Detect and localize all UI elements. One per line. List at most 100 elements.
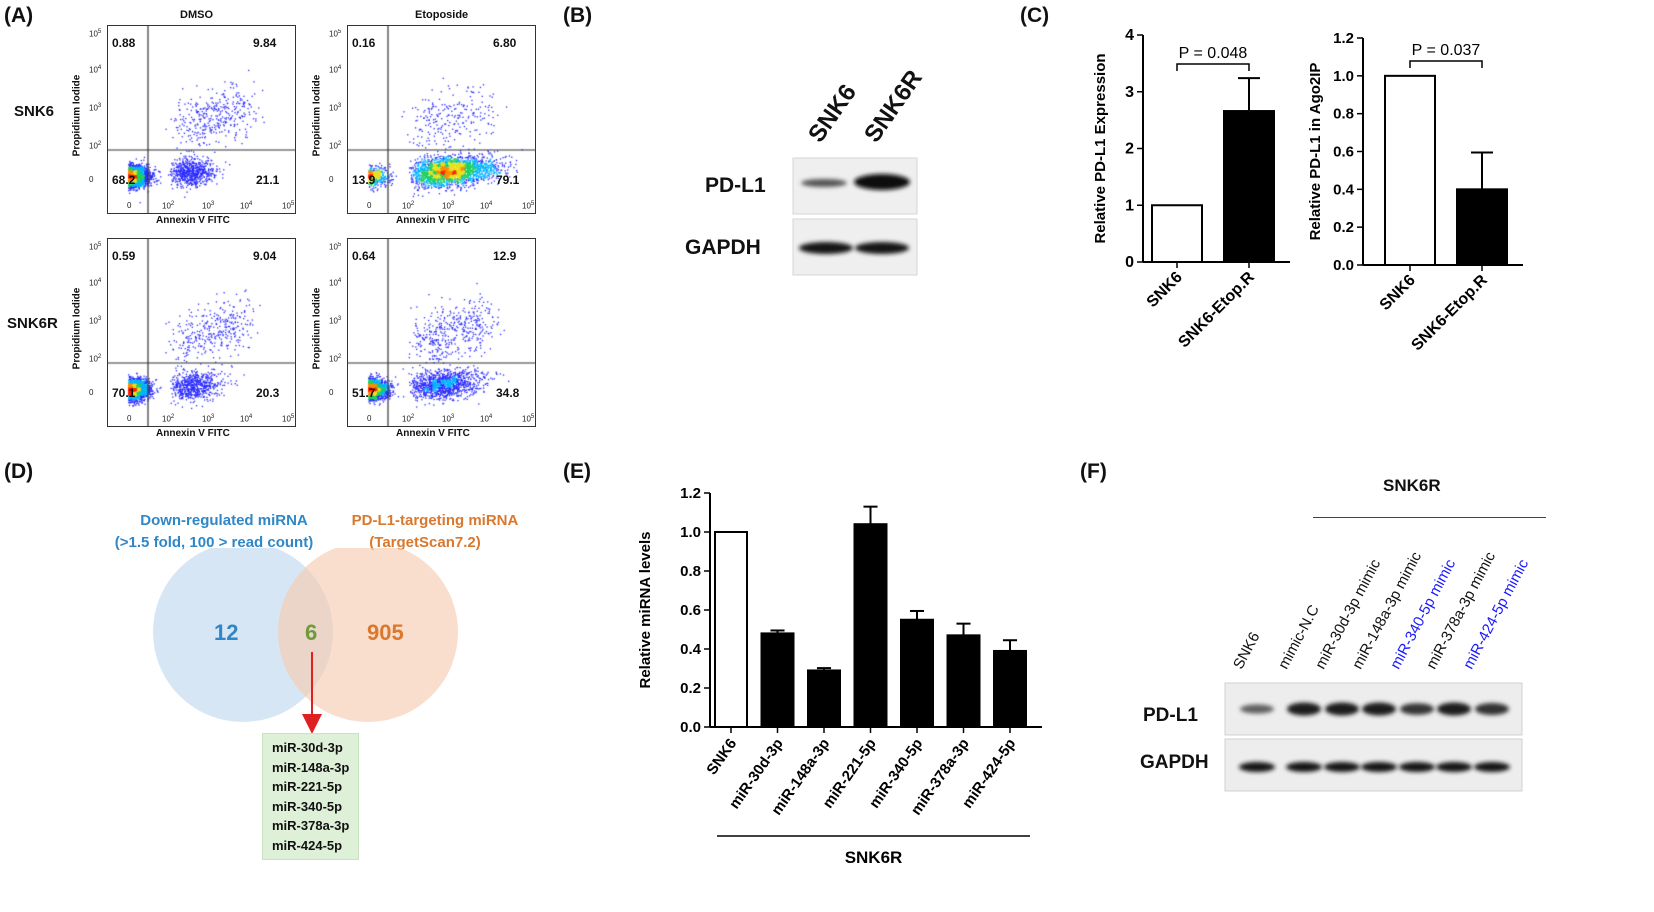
flow-x-axis-label: Annexin V FITC bbox=[396, 215, 470, 226]
x-tick-label: SNK6 bbox=[1377, 272, 1419, 314]
venn-left-subtitle: (>1.5 fold, 100 > read count) bbox=[114, 534, 314, 551]
blot-b-band-gapdh-snk6 bbox=[799, 242, 853, 254]
venn-circles bbox=[153, 548, 458, 734]
group-label: SNK6R bbox=[845, 848, 903, 867]
panel-label-c: (C) bbox=[1020, 4, 1050, 27]
flow-x-tick: 104 bbox=[240, 414, 253, 424]
bar-mir-378a-3p bbox=[946, 634, 981, 729]
y-axis-label: Relative PD-L1 Expression bbox=[1092, 53, 1109, 243]
quadrant-value-ll: 70.1 bbox=[112, 386, 136, 400]
venn-right-count: 905 bbox=[367, 620, 404, 645]
y-tick-label: 1.0 bbox=[1333, 68, 1354, 85]
y-tick-label: 0.2 bbox=[680, 680, 701, 697]
flow-x-tick: 105 bbox=[522, 201, 535, 211]
venn-mirna-item: miR-30d-3p bbox=[272, 740, 343, 755]
quadrant-value-ul: 0.88 bbox=[112, 36, 136, 50]
flow-x-tick: 103 bbox=[202, 414, 215, 424]
venn-mirna-item: miR-424-5p bbox=[272, 837, 343, 853]
y-tick-label: 1.0 bbox=[680, 524, 701, 541]
flow-x-tick: 102 bbox=[162, 201, 175, 211]
panel-label-a: (A) bbox=[4, 4, 34, 27]
flow-x-tick: 0 bbox=[367, 201, 372, 210]
blot-f-band-gapdh bbox=[1239, 762, 1275, 772]
flow-y-tick: 104 bbox=[89, 65, 102, 75]
blot-f-membrane bbox=[1224, 682, 1523, 792]
quadrant-value-ll: 51.7 bbox=[352, 386, 376, 400]
flow-y-tick: 103 bbox=[89, 103, 102, 113]
venn-left-title: Down-regulated miRNA bbox=[140, 512, 308, 529]
bar-chart-pdl1-expression: 0 1 2 3 4 Relative PD-L1 Expression SNK6SNK6-E… bbox=[1092, 27, 1290, 351]
flow-x-tick: 104 bbox=[480, 414, 493, 424]
bar-mir-221-5p bbox=[853, 523, 888, 729]
bar-mir-424-5p bbox=[993, 649, 1027, 728]
bar-snk6 bbox=[1384, 74, 1436, 267]
blot-f-band-gapdh bbox=[1361, 762, 1397, 772]
y-tick-label: 0.8 bbox=[680, 563, 701, 580]
flow-density-scatter bbox=[108, 26, 295, 213]
blot-lane-snk6r: SNK6R bbox=[859, 65, 928, 148]
y-tick-label: 0.6 bbox=[680, 602, 701, 619]
flow-y-axis-label: Propidium Iodide bbox=[311, 74, 323, 157]
bar-chart-pdl1-ago2ip: 0.0 0.2 0.4 0.6 0.8 1.0 1.2 Relative PD-L1 in A… bbox=[1307, 30, 1523, 354]
venn-mirna-item: miR-378a-3p bbox=[272, 818, 350, 833]
blot-row-gapdh: GAPDH bbox=[685, 236, 761, 259]
bar-mir-340-5p bbox=[900, 618, 934, 728]
y-tick-label: 2 bbox=[1125, 141, 1134, 158]
flow-density-scatter bbox=[348, 26, 535, 213]
flow-y-tick: 105 bbox=[329, 242, 342, 252]
significance-bracket bbox=[1409, 60, 1483, 68]
venn-right-subtitle: (TargetScan7.2) bbox=[369, 534, 481, 551]
panel-label-f: (F) bbox=[1080, 460, 1107, 483]
flow-x-tick: 0 bbox=[127, 201, 132, 210]
flow-x-tick: 102 bbox=[402, 414, 415, 424]
y-tick-label: 0.8 bbox=[1333, 106, 1354, 123]
flow-y-tick: 0 bbox=[329, 175, 334, 184]
panel-label-d: (D) bbox=[4, 460, 34, 483]
y-tick-label: 1 bbox=[1125, 197, 1134, 214]
bar-snk6-etop-r bbox=[1223, 110, 1275, 263]
flow-y-tick: 102 bbox=[329, 354, 342, 364]
flow-plot-snk6-dmso: 0.88 9.84 68.2 21.1 bbox=[107, 25, 296, 214]
blot-f-band-pdl1 bbox=[1437, 702, 1471, 716]
flow-plot-snk6r-dmso: 0.59 9.04 70.1 20.3 bbox=[107, 238, 296, 427]
quadrant-value-ul: 0.64 bbox=[352, 249, 376, 263]
blot-b-membrane bbox=[792, 157, 918, 276]
bar-snk6-etop-r bbox=[1456, 188, 1508, 266]
quadrant-value-lr: 20.3 bbox=[256, 386, 280, 400]
significance-bracket bbox=[1176, 63, 1250, 71]
flow-y-tick: 104 bbox=[329, 65, 342, 75]
flow-x-tick: 104 bbox=[480, 201, 493, 211]
flow-plot-snk6r-etoposide: 0.64 12.9 51.7 34.8 bbox=[347, 238, 536, 427]
y-axis-label: Relative PD-L1 in Ago2IP bbox=[1307, 63, 1324, 241]
quadrant-value-ur: 12.9 bbox=[493, 249, 517, 263]
quadrant-value-lr: 34.8 bbox=[496, 386, 520, 400]
flow-x-tick: 102 bbox=[162, 414, 175, 424]
column-label-etoposide: Etoposide bbox=[415, 9, 469, 21]
flow-y-tick: 104 bbox=[329, 278, 342, 288]
flow-plot-snk6-etoposide: 0.16 6.80 13.9 79.1 bbox=[347, 25, 536, 214]
flow-y-axis-label: Propidium Iodide bbox=[71, 74, 83, 157]
blot-f-band-pdl1 bbox=[1325, 702, 1359, 716]
flow-y-axis-label: Propidium Iodide bbox=[311, 287, 323, 370]
flow-density-scatter bbox=[108, 239, 295, 426]
flow-y-axis-label: Propidium Iodide bbox=[71, 287, 83, 370]
blot-f-band-gapdh bbox=[1324, 762, 1360, 772]
blot-b-band-pdl1-snk6 bbox=[801, 179, 847, 187]
y-tick-label: 0.4 bbox=[1333, 181, 1355, 198]
blot-f-band-pdl1 bbox=[1400, 703, 1434, 715]
quadrant-value-lr: 21.1 bbox=[256, 173, 280, 187]
x-tick-label: SNK6 bbox=[1144, 269, 1186, 311]
blot-f-band-gapdh bbox=[1399, 762, 1435, 772]
blot-f-row-gapdh: GAPDH bbox=[1140, 752, 1209, 773]
row-label-snk6r: SNK6R bbox=[7, 315, 58, 332]
venn-mirna-item: miR-148a-3p bbox=[272, 759, 350, 775]
blot-f-band-pdl1 bbox=[1287, 702, 1321, 716]
quadrant-value-ur: 9.04 bbox=[253, 249, 277, 263]
blot-f-lane-label: SNK6 bbox=[1229, 629, 1264, 672]
x-tick-label: SNK6-Etop.R bbox=[1175, 268, 1258, 351]
y-tick-label: 0.6 bbox=[1333, 144, 1354, 161]
quadrant-value-ul: 0.59 bbox=[112, 249, 136, 263]
x-tick-label: SNK6-Etop.R bbox=[1408, 271, 1491, 354]
flow-density-scatter bbox=[348, 239, 535, 426]
flow-y-tick: 103 bbox=[329, 316, 342, 326]
